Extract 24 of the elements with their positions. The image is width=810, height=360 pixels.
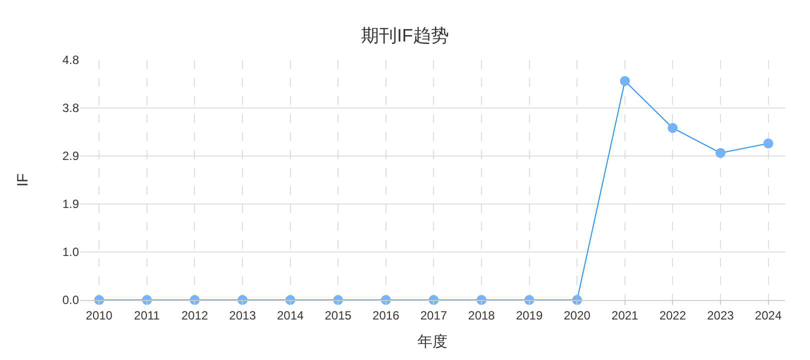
y-tick-label: 3.8 [62,101,80,116]
chart-title: 期刊IF趋势 [361,25,449,46]
x-tick-label: 2016 [372,308,400,322]
x-tick-label: 2020 [564,308,591,322]
x-tick-label: 2022 [659,308,686,322]
y-axis-title: IF [14,173,32,187]
x-tick-label: 2014 [276,308,304,322]
y-tick-label: 4.8 [62,53,80,68]
x-tick-label: 2018 [468,308,496,322]
x-tick-label: 2017 [420,308,448,322]
x-tick-label: 2023 [707,308,734,322]
x-tick-label: 2012 [181,308,208,322]
y-tick-label: 2.9 [62,149,80,164]
x-axis-title: 年度 [418,333,448,350]
y-tick-label: 1.0 [62,245,80,260]
y-tick-label: 1.9 [62,197,80,212]
x-tick-label: 2013 [229,308,256,322]
x-tick-label: 2021 [612,308,639,322]
y-tick-label: 0.0 [62,293,80,308]
x-tick-label: 2011 [134,308,160,322]
x-tick-label: 2024 [754,308,782,322]
x-tick-label: 2019 [516,308,543,322]
x-tick-label: 2010 [86,308,113,322]
x-tick-label: 2015 [324,308,352,322]
